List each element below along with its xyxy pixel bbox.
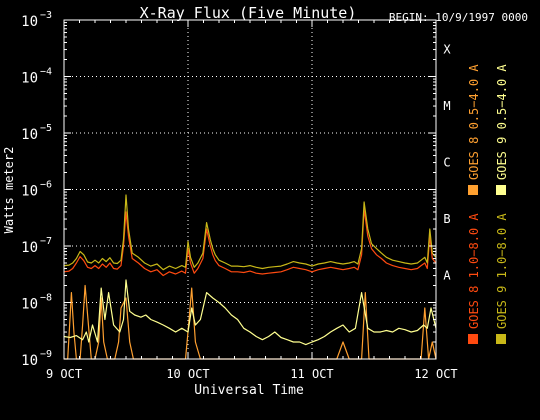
series-line-3	[63, 194, 437, 271]
legend-label-1: GOES 8 1.0−8.0 A	[467, 213, 481, 329]
legend-swatch-1	[468, 334, 478, 344]
y-tick-exponent: −3	[40, 10, 52, 21]
legend-swatch-2	[468, 185, 478, 195]
x-tick-label: 12 OCT	[414, 367, 457, 381]
legend-label-4: GOES 9 0.5−4.0 A	[495, 64, 509, 180]
flare-class-label: A	[443, 268, 451, 282]
begin-label: BEGIN: 10/9/1997 0000	[389, 11, 528, 24]
legend-label-3: GOES 9 1.0−8.0 A	[495, 213, 509, 329]
y-tick-exponent: −9	[40, 349, 52, 360]
y-tick-label: 10	[21, 184, 38, 200]
y-tick-exponent: −7	[40, 236, 52, 247]
flare-class-label: M	[443, 99, 450, 113]
y-tick-label: 10	[21, 353, 38, 369]
series-line-4	[63, 279, 437, 346]
y-tick-label: 10	[21, 14, 38, 30]
series-line-1	[63, 208, 437, 277]
legend-swatch-3	[496, 334, 506, 344]
y-tick-exponent: −5	[40, 123, 52, 134]
x-tick-label: 10 OCT	[166, 367, 209, 381]
y-tick-label: 10	[21, 127, 38, 143]
legend-label-2: GOES 8 0.5−4.0 A	[467, 64, 481, 180]
y-tick-exponent: −4	[40, 67, 52, 78]
chart-title: X-Ray Flux (Five Minute)	[140, 4, 357, 22]
y-tick-label: 10	[21, 71, 38, 87]
y-axis-label: Watts meter2	[2, 147, 16, 234]
legend-layer: GOES 8 1.0−8.0 A GOES 8 0.5−4.0 A GOES 9 1…	[467, 64, 509, 344]
grid-layer	[64, 20, 436, 359]
y-tick-exponent: −6	[40, 180, 52, 191]
y-tick-label: 10	[21, 297, 38, 313]
y-tick-label: 10	[21, 240, 38, 256]
x-tick-label: 9 OCT	[46, 367, 82, 381]
x-tick-label: 11 OCT	[290, 367, 333, 381]
flare-class-label: C	[443, 155, 450, 169]
y-tick-exponent: −8	[40, 293, 52, 304]
flare-class-label: B	[443, 212, 450, 226]
legend-swatch-4	[496, 185, 506, 195]
x-axis-label: Universal Time	[194, 383, 304, 398]
flare-class-label: X	[443, 42, 451, 56]
tick-layer: 10 −910 −810 −710 −610 −510 −410 −39 OCT 10 OCT 1…	[21, 10, 458, 381]
